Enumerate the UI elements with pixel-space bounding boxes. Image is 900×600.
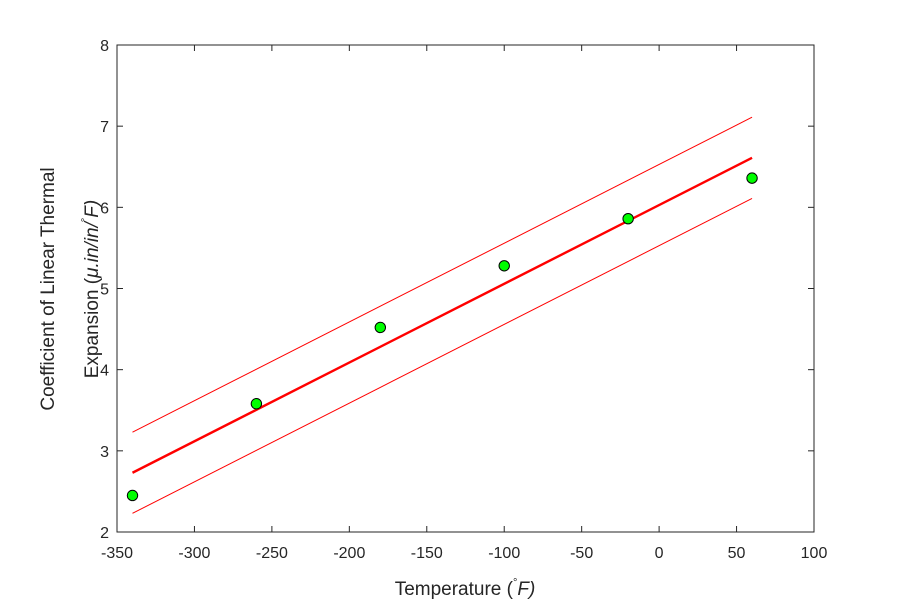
- y-axis-title: Coefficient of Linear Thermal Expansion …: [38, 167, 103, 410]
- x-axis-title-prefix: Temperature (: [395, 579, 514, 600]
- upper-bound-line: [132, 116, 753, 433]
- y-tick-label: 6: [100, 200, 109, 217]
- x-tick-label: -250: [256, 545, 288, 562]
- y-axis-title-line2-prefix: Expansion (: [82, 277, 103, 378]
- y-axis-title-line2-suffix: ): [82, 200, 103, 208]
- data-point: [746, 172, 758, 184]
- lines-layer: [131, 116, 753, 514]
- x-tick-label: 0: [655, 545, 664, 562]
- y-tick-label: 4: [100, 363, 109, 380]
- fit-line: [131, 156, 753, 474]
- data-point: [374, 321, 387, 334]
- data-point: [622, 212, 634, 225]
- x-tick-label: 100: [801, 545, 828, 562]
- y-axis-title-line2-degree: °: [80, 218, 92, 222]
- y-axis-title-line2-unit2: F: [82, 205, 103, 218]
- plot-area: [117, 45, 814, 532]
- data-point: [498, 260, 510, 272]
- y-axis-title-line1: Coefficient of Linear Thermal: [38, 167, 59, 410]
- x-axis-title-degree: °: [513, 577, 517, 589]
- y-axis-title-line2: Expansion (μ.in/in/°F): [80, 200, 103, 379]
- y-tick-label: 2: [100, 525, 109, 542]
- y-tick-label: 8: [100, 38, 109, 55]
- y-tick-label: 5: [100, 282, 109, 299]
- x-tick-label: -300: [178, 545, 210, 562]
- y-tick-label: 7: [100, 119, 109, 136]
- y-axis-title-line2-unit: μ.in/in/: [82, 220, 103, 279]
- x-tick-label: -350: [101, 545, 133, 562]
- lower-bound-line: [132, 197, 753, 514]
- x-tick-label: -150: [411, 545, 443, 562]
- x-tick-label: -50: [570, 545, 593, 562]
- x-axis-title-suffix: ): [527, 579, 535, 600]
- data-point: [126, 489, 139, 502]
- y-axis-ticks: 2 3 4 5 6 7 8: [100, 38, 814, 542]
- x-axis-title-unit: F: [517, 579, 530, 600]
- x-tick-label: -100: [488, 545, 520, 562]
- x-tick-label: 50: [728, 545, 746, 562]
- points-layer: [126, 172, 758, 502]
- x-axis-title: Temperature (°F): [395, 577, 536, 600]
- y-tick-label: 3: [100, 444, 109, 461]
- x-axis-ticks: -350 -300 -250 -200 -150 -100 -50 0 50 100: [101, 45, 827, 562]
- x-tick-label: -200: [333, 545, 365, 562]
- data-point: [250, 398, 263, 410]
